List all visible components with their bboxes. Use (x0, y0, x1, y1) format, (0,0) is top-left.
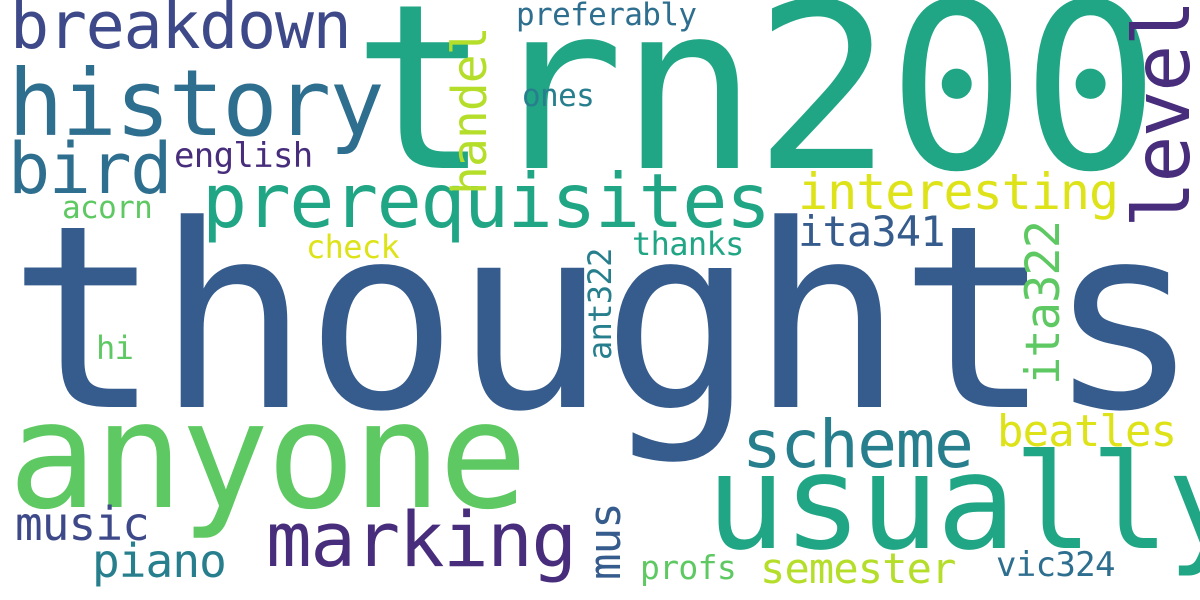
word-profs: profs (640, 548, 737, 587)
word-vic324: vic324 (996, 545, 1115, 585)
word-piano: piano (92, 534, 227, 588)
word-beatles: beatles (997, 406, 1177, 457)
word-semester: semester (760, 544, 956, 593)
word-scheme: scheme (742, 406, 974, 483)
word-acorn: acorn (62, 190, 153, 226)
word-usually: usually (706, 426, 1200, 580)
word-interesting: interesting (798, 163, 1119, 221)
word-ant322: ant322 (581, 248, 619, 360)
word-check: check (306, 228, 400, 266)
word-prerequisites: prerequisites (202, 157, 771, 245)
word-anyone: anyone (8, 370, 528, 542)
word-ita322: ita322 (1016, 220, 1071, 385)
word-hi: hi (96, 329, 134, 367)
word-breakdown: breakdown (10, 0, 352, 64)
word-bird: bird (8, 128, 172, 210)
word-marking: marking (266, 495, 577, 584)
word-music: music (15, 497, 150, 551)
word-handel: handel (442, 27, 498, 195)
word-ones: ones (522, 78, 595, 114)
word-english: english (174, 136, 313, 176)
word-thoughts: thoughts (8, 171, 1200, 468)
word-history: history (8, 50, 385, 157)
word-ita341: ita341 (798, 207, 946, 256)
word-trn200: trn200 (352, 0, 1160, 223)
word-thanks: thanks (632, 225, 744, 263)
word-mus: mus (580, 503, 631, 580)
word-preferably: preferably (516, 0, 697, 33)
word-level: level (1118, 1, 1200, 228)
